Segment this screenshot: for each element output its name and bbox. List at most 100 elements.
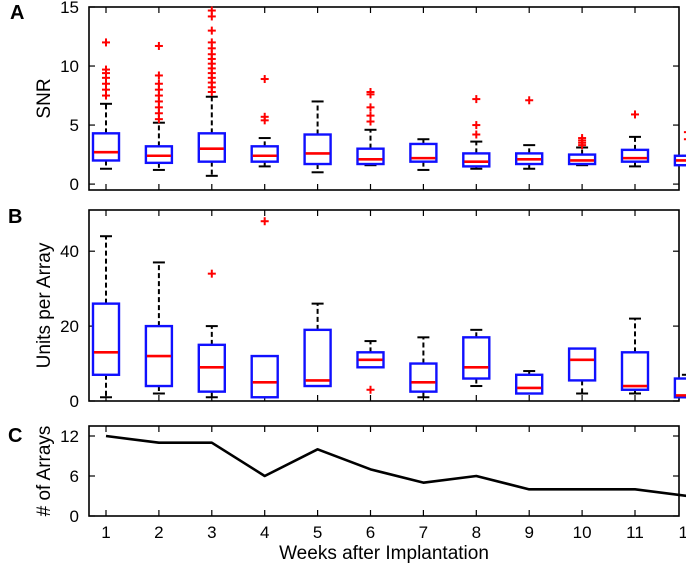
x-tick-label: 9 <box>524 523 533 542</box>
x-tick-label: 10 <box>573 523 592 542</box>
box-week-10 <box>567 347 597 395</box>
outlier-point <box>472 130 481 139</box>
outlier-point <box>631 110 639 119</box>
box-week-7 <box>409 138 438 171</box>
plot-frame <box>88 6 680 191</box>
box-iqr <box>303 133 332 166</box>
box-iqr <box>250 354 279 399</box>
outlier-point <box>525 96 534 105</box>
box-week-4 <box>250 217 279 399</box>
box-week-12 <box>673 131 686 167</box>
y-tick-label: 0 <box>70 392 79 411</box>
box-week-12 <box>673 373 686 399</box>
panel-label: B <box>8 206 22 228</box>
x-tick-label: 3 <box>207 523 216 542</box>
box-week-11 <box>620 317 650 395</box>
x-tick-label: 11 <box>626 523 644 542</box>
outlier-point <box>102 65 110 74</box>
x-tick-label: 5 <box>313 523 322 542</box>
box-week-8 <box>462 328 491 388</box>
panel-label: A <box>10 2 24 24</box>
panel-b: B 0 20 40 Units per Array <box>8 206 686 411</box>
box-iqr <box>567 347 597 382</box>
box-week-3 <box>197 269 227 399</box>
outlier-point <box>260 112 269 121</box>
outlier-point <box>366 103 375 112</box>
outlier-point <box>366 88 375 97</box>
box-week-4 <box>250 75 279 168</box>
box-iqr <box>462 152 491 168</box>
panel-a: A 0 5 10 15 SNR <box>10 0 686 194</box>
box-week-3 <box>197 6 227 177</box>
outlier-point <box>154 71 163 80</box>
y-tick-label: 5 <box>70 116 79 135</box>
box-week-7 <box>409 336 438 399</box>
panel-label: C <box>8 425 22 447</box>
y-tick-label: 6 <box>70 467 79 486</box>
box-iqr <box>303 328 332 388</box>
box-iqr <box>620 148 650 163</box>
outlier-point <box>207 6 216 15</box>
box-iqr <box>515 373 544 395</box>
x-tick-label: 6 <box>366 523 375 542</box>
box-week-5 <box>303 100 332 174</box>
box-week-6 <box>356 88 385 167</box>
box-week-8 <box>462 95 491 170</box>
box-iqr <box>462 336 491 380</box>
outlier-point <box>578 134 587 143</box>
y-axis-label: # of Arrays <box>34 426 55 517</box>
outlier-point <box>207 269 216 278</box>
series-line <box>105 434 686 498</box>
outlier-point <box>683 138 686 141</box>
outlier-point <box>260 217 269 226</box>
x-tick-label: 7 <box>419 523 428 542</box>
x-axis-label: Weeks after Implantation <box>279 543 489 564</box>
box-week-2 <box>144 261 174 395</box>
outlier-point <box>472 95 481 104</box>
box-week-11 <box>620 110 650 168</box>
y-axis-label: SNR <box>34 78 55 118</box>
outlier-point <box>102 38 110 47</box>
outlier-point <box>207 38 216 47</box>
x-tick-label: 1 <box>101 523 110 542</box>
box-week-1 <box>91 235 121 399</box>
y-axis-label: Units per Array <box>34 242 55 368</box>
box-iqr <box>356 147 385 166</box>
y-tick-label: 40 <box>60 242 79 261</box>
y-tick-label: 20 <box>60 317 79 336</box>
box-week-1 <box>91 38 121 170</box>
plot-frame <box>88 209 680 402</box>
outlier-point <box>154 79 163 88</box>
x-tick-label: 8 <box>472 523 481 542</box>
box-iqr <box>409 362 438 393</box>
outlier-point <box>472 121 481 130</box>
box-iqr <box>250 145 279 163</box>
outlier-point <box>366 385 375 394</box>
box-iqr <box>620 351 650 391</box>
box-iqr <box>673 377 686 399</box>
plot-frame <box>88 425 680 517</box>
x-tick-label: 2 <box>154 523 163 542</box>
box-week-6 <box>356 340 385 394</box>
y-tick-label: 12 <box>60 427 79 446</box>
outlier-point <box>207 26 216 35</box>
x-tick-label: 12 <box>678 523 686 542</box>
y-tick-label: 0 <box>70 507 79 526</box>
box-week-9 <box>515 370 544 395</box>
box-iqr <box>91 302 121 376</box>
box-week-10 <box>567 134 597 167</box>
y-tick-label: 0 <box>70 175 79 194</box>
box-week-9 <box>515 96 544 170</box>
x-tick-label: 4 <box>260 523 269 542</box>
y-tick-label: 10 <box>60 57 79 76</box>
box-week-5 <box>303 302 332 388</box>
box-iqr <box>91 132 121 162</box>
outlier-point <box>683 131 686 134</box>
box-week-2 <box>144 41 174 171</box>
outlier-point <box>366 111 375 120</box>
y-tick-label: 15 <box>60 0 79 17</box>
outlier-point <box>260 75 269 84</box>
outlier-point <box>154 41 163 50</box>
